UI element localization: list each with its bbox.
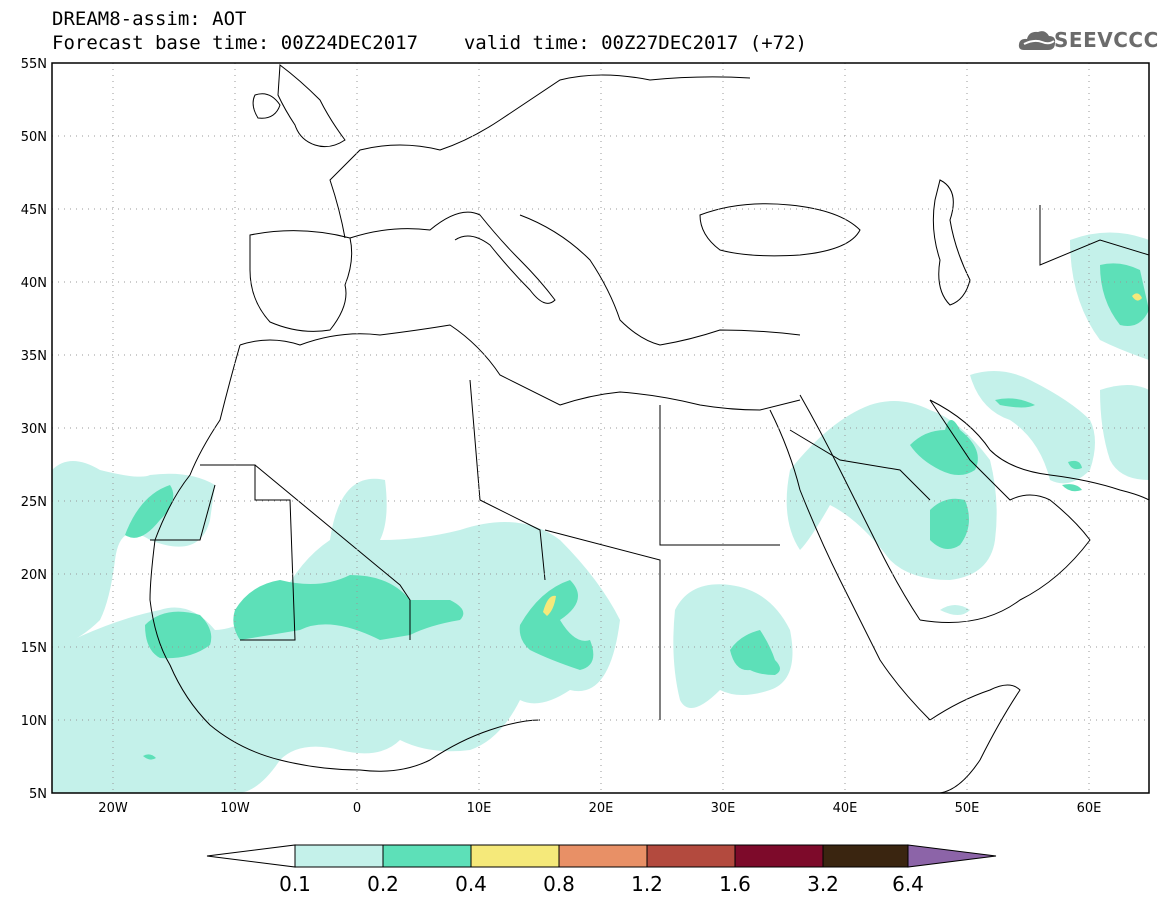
lon-label: 20E (589, 801, 614, 816)
colorbar-label: 1.6 (719, 872, 751, 896)
lon-label: 0 (353, 801, 361, 816)
colorbar-label: 0.8 (543, 872, 575, 896)
lon-label: 20W (98, 801, 128, 816)
colorbar-bin (822, 844, 909, 868)
colorbar-bin (646, 844, 736, 868)
forecast-times: Forecast base time: 00Z24DEC2017 valid t… (52, 32, 807, 54)
lat-label: 10N (21, 714, 47, 729)
lat-label: 55N (21, 57, 47, 72)
colorbar-label: 1.2 (631, 872, 663, 896)
colorbar-bin (382, 844, 472, 868)
colorbar (206, 844, 997, 868)
lon-label: 10E (467, 801, 492, 816)
valid-time: valid time: 00Z27DEC2017 (+72) (463, 32, 807, 54)
colorbar-label: 3.2 (807, 872, 839, 896)
lat-label: 5N (29, 787, 47, 802)
colorbar-label: 0.4 (455, 872, 487, 896)
colorbar-bin (558, 844, 648, 868)
map-title: DREAM8-assim: AOT (52, 8, 247, 30)
logo-text: SEEVCCC (1054, 28, 1159, 52)
map-frame (51, 62, 1150, 794)
coastlines (149, 64, 1149, 793)
colorbar-label: 6.4 (892, 872, 924, 896)
lat-label: 15N (21, 641, 47, 656)
lon-label: 40E (833, 801, 858, 816)
lon-label: 50E (955, 801, 980, 816)
lat-label: 30N (21, 422, 47, 437)
colorbar-bin (294, 844, 384, 868)
aot-shading (52, 232, 1149, 793)
lat-label: 25N (21, 495, 47, 510)
base-time: Forecast base time: 00Z24DEC2017 (52, 32, 419, 54)
lon-labels: 20W 10W 0 10E 20E 30E 40E 50E 60E (98, 801, 1101, 816)
lon-label: 10W (220, 801, 250, 816)
cloud-logo-icon (1018, 31, 1056, 50)
colorbar-label: 0.1 (279, 872, 311, 896)
colorbar-max-arrow (907, 844, 997, 868)
lat-labels: 55N 50N 45N 40N 35N 30N 25N 20N 15N 10N … (21, 57, 47, 802)
colorbar-bin (470, 844, 560, 868)
lat-label: 20N (21, 568, 47, 583)
colorbar-min-arrow (206, 844, 296, 868)
lon-label: 60E (1077, 801, 1102, 816)
lon-label: 30E (711, 801, 736, 816)
lat-label: 40N (21, 276, 47, 291)
lat-label: 50N (21, 130, 47, 145)
colorbar-labels: 0.1 0.2 0.4 0.8 1.2 1.6 3.2 6.4 (279, 872, 924, 896)
lat-label: 45N (21, 203, 47, 218)
colorbar-label: 0.2 (367, 872, 399, 896)
lat-label: 35N (21, 349, 47, 364)
colorbar-bin (734, 844, 824, 868)
